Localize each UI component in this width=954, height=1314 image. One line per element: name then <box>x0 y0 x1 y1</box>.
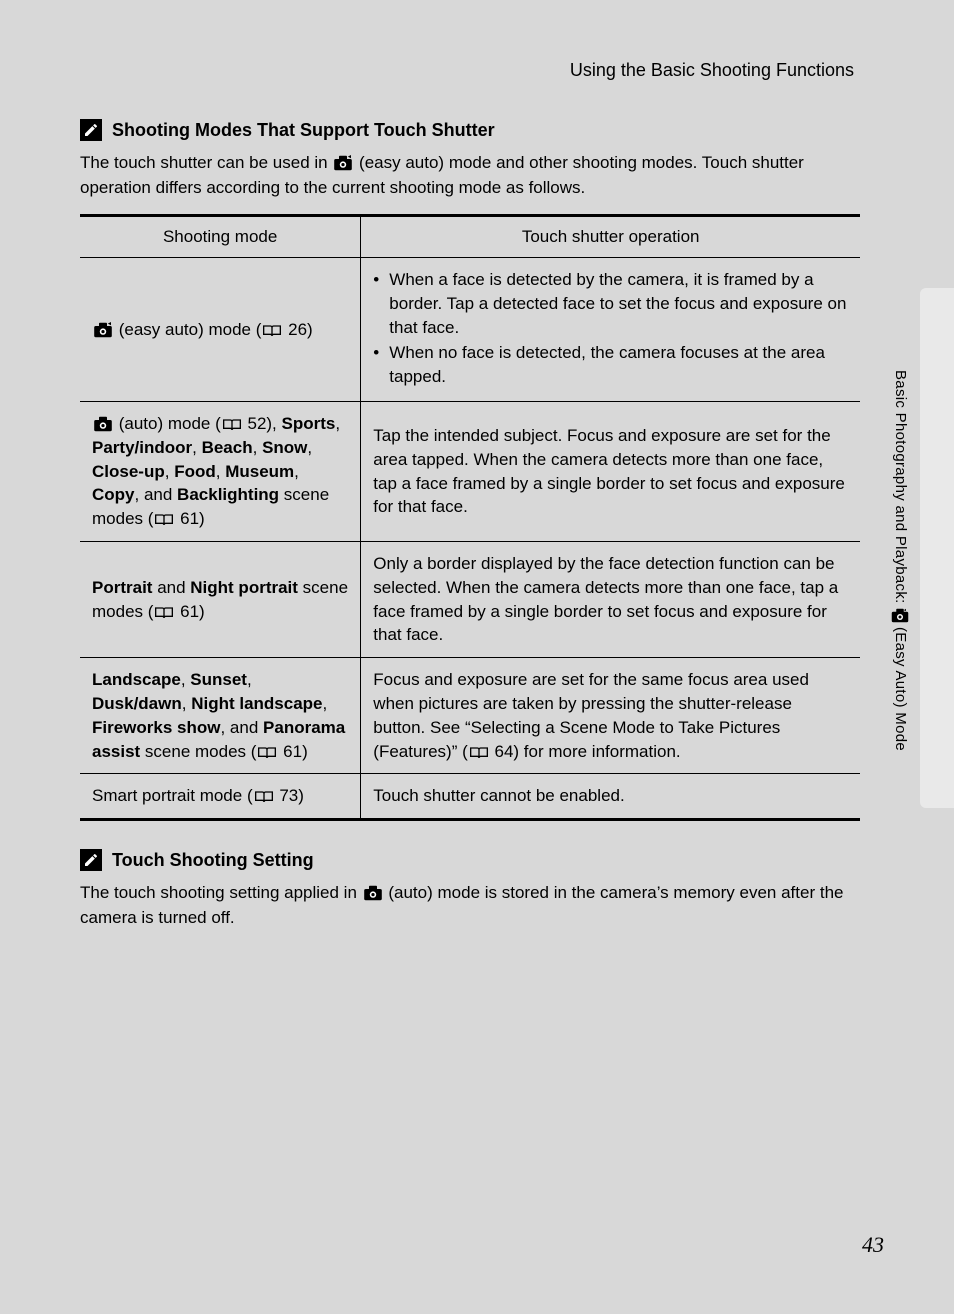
s2-pre: The touch shooting setting applied in <box>80 883 362 902</box>
note-heading-1: Shooting Modes That Support Touch Shutte… <box>80 119 860 141</box>
pencil-note-icon <box>80 119 102 141</box>
r2-s7: Museum <box>225 462 294 481</box>
page-content: Using the Basic Shooting Functions Shoot… <box>80 60 860 945</box>
easy-auto-camera-icon <box>93 322 113 338</box>
r5-mode-pre: Smart portrait mode ( <box>92 786 253 805</box>
r4-op-page: 64) for more information. <box>490 742 681 761</box>
page-ref-icon <box>262 324 282 338</box>
th-shooting-mode: Shooting mode <box>80 216 361 258</box>
r4-s2: Sunset <box>190 670 247 689</box>
page-ref-icon <box>257 746 277 760</box>
r4-s4: Night landscape <box>191 694 322 713</box>
r2-mode-text: (auto) mode ( <box>114 414 221 433</box>
r4-page: 61) <box>278 742 307 761</box>
side-text-pre: Basic Photography and Playback: <box>891 370 909 604</box>
cell-operation: When a face is detected by the camera, i… <box>361 258 860 402</box>
th-touch-operation: Touch shutter operation <box>361 216 860 258</box>
r2-page1: 52), <box>243 414 282 433</box>
cell-operation: Only a border displayed by the face dete… <box>361 542 860 658</box>
table-row: (auto) mode ( 52), Sports, Party/indoor,… <box>80 402 860 542</box>
auto-camera-icon <box>93 416 113 432</box>
r3-s2: Night portrait <box>190 578 298 597</box>
section2-body: The touch shooting setting applied in (a… <box>80 881 860 930</box>
page-ref-icon <box>154 606 174 620</box>
table-row: Smart portrait mode ( 73) Touch shutter … <box>80 774 860 820</box>
r2-s1: Sports <box>282 414 336 433</box>
cell-operation: Tap the intended subject. Focus and expo… <box>361 402 860 542</box>
pencil-note-icon <box>80 849 102 871</box>
cell-mode: (easy auto) mode ( 26) <box>80 258 361 402</box>
r3-s1: Portrait <box>92 578 152 597</box>
page-number: 43 <box>862 1232 884 1258</box>
r2-page2: 61) <box>175 509 204 528</box>
r3-page: 61) <box>175 602 204 621</box>
running-header: Using the Basic Shooting Functions <box>80 60 860 81</box>
r2-s2: Party/indoor <box>92 438 192 457</box>
easy-auto-camera-icon <box>891 608 909 623</box>
auto-camera-icon <box>363 885 383 901</box>
r2-s6: Food <box>174 462 216 481</box>
cell-operation: Focus and exposure are set for the same … <box>361 658 860 774</box>
section1-intro: The touch shutter can be used in (easy a… <box>80 151 860 200</box>
note-heading-2: Touch Shooting Setting <box>80 849 860 871</box>
easy-auto-camera-icon <box>333 155 353 171</box>
r1-bullet1: When a face is detected by the camera, i… <box>373 268 848 339</box>
r1-page: 26) <box>283 320 312 339</box>
cell-operation: Touch shutter cannot be enabled. <box>361 774 860 820</box>
page-ref-icon <box>222 418 242 432</box>
r2-s9: Backlighting <box>177 485 279 504</box>
r2-s3: Beach <box>202 438 253 457</box>
cell-mode: (auto) mode ( 52), Sports, Party/indoor,… <box>80 402 361 542</box>
cell-mode: Smart portrait mode ( 73) <box>80 774 361 820</box>
section2-title: Touch Shooting Setting <box>112 850 314 871</box>
page-ref-icon <box>154 513 174 527</box>
table-header-row: Shooting mode Touch shutter operation <box>80 216 860 258</box>
r1-bullet2: When no face is detected, the camera foc… <box>373 341 848 389</box>
section1-title: Shooting Modes That Support Touch Shutte… <box>112 120 495 141</box>
side-text-post: (Easy Auto) Mode <box>891 627 909 751</box>
cell-mode: Portrait and Night portrait scene modes … <box>80 542 361 658</box>
shooting-modes-table: Shooting mode Touch shutter operation (e… <box>80 214 860 821</box>
r2-s4: Snow <box>262 438 307 457</box>
table-row: (easy auto) mode ( 26) When a face is de… <box>80 258 860 402</box>
r1-mode-text: (easy auto) mode ( <box>114 320 261 339</box>
r4-s3: Dusk/dawn <box>92 694 182 713</box>
page-ref-icon <box>469 746 489 760</box>
r5-page: 73) <box>275 786 304 805</box>
side-thumb-tab <box>920 288 954 808</box>
r2-s8: Copy <box>92 485 135 504</box>
table-row: Landscape, Sunset, Dusk/dawn, Night land… <box>80 658 860 774</box>
table-row: Portrait and Night portrait scene modes … <box>80 542 860 658</box>
side-chapter-label: Basic Photography and Playback: (Easy Au… <box>890 370 910 751</box>
cell-mode: Landscape, Sunset, Dusk/dawn, Night land… <box>80 658 361 774</box>
page-ref-icon <box>254 790 274 804</box>
r4-s5: Fireworks show <box>92 718 220 737</box>
r4-s1: Landscape <box>92 670 181 689</box>
intro-pre: The touch shutter can be used in <box>80 153 332 172</box>
r2-s5: Close-up <box>92 462 165 481</box>
